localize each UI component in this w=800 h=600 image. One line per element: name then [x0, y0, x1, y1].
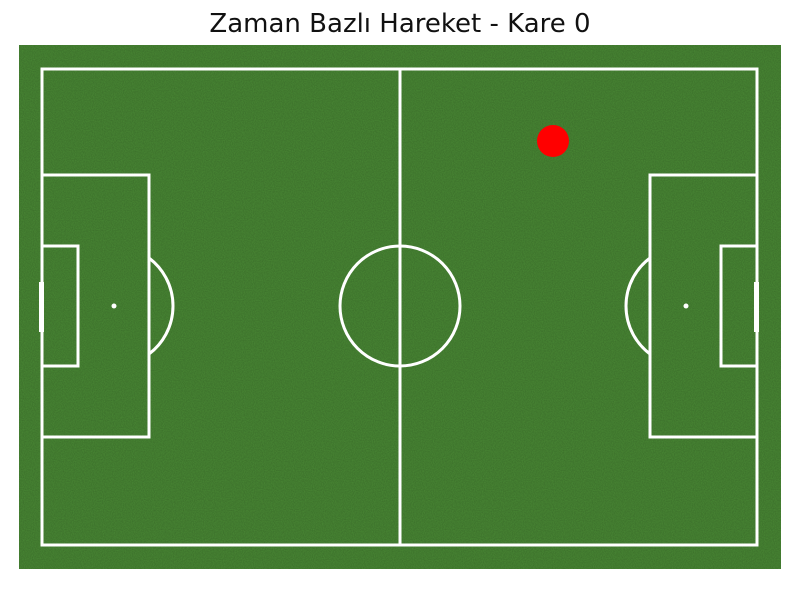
center-spot: [398, 304, 402, 308]
left-goal: [39, 282, 44, 332]
right-goal: [754, 282, 759, 332]
ball-icon: [537, 125, 569, 157]
right-penalty-spot: [683, 303, 689, 309]
left-penalty-spot: [111, 303, 117, 309]
page-title: Zaman Bazlı Hareket - Kare 0: [209, 9, 591, 39]
left-penalty-arc: [148, 256, 175, 356]
right-penalty-arc: [624, 256, 651, 356]
center-circle: [338, 244, 462, 368]
football-pitch: [19, 45, 781, 569]
